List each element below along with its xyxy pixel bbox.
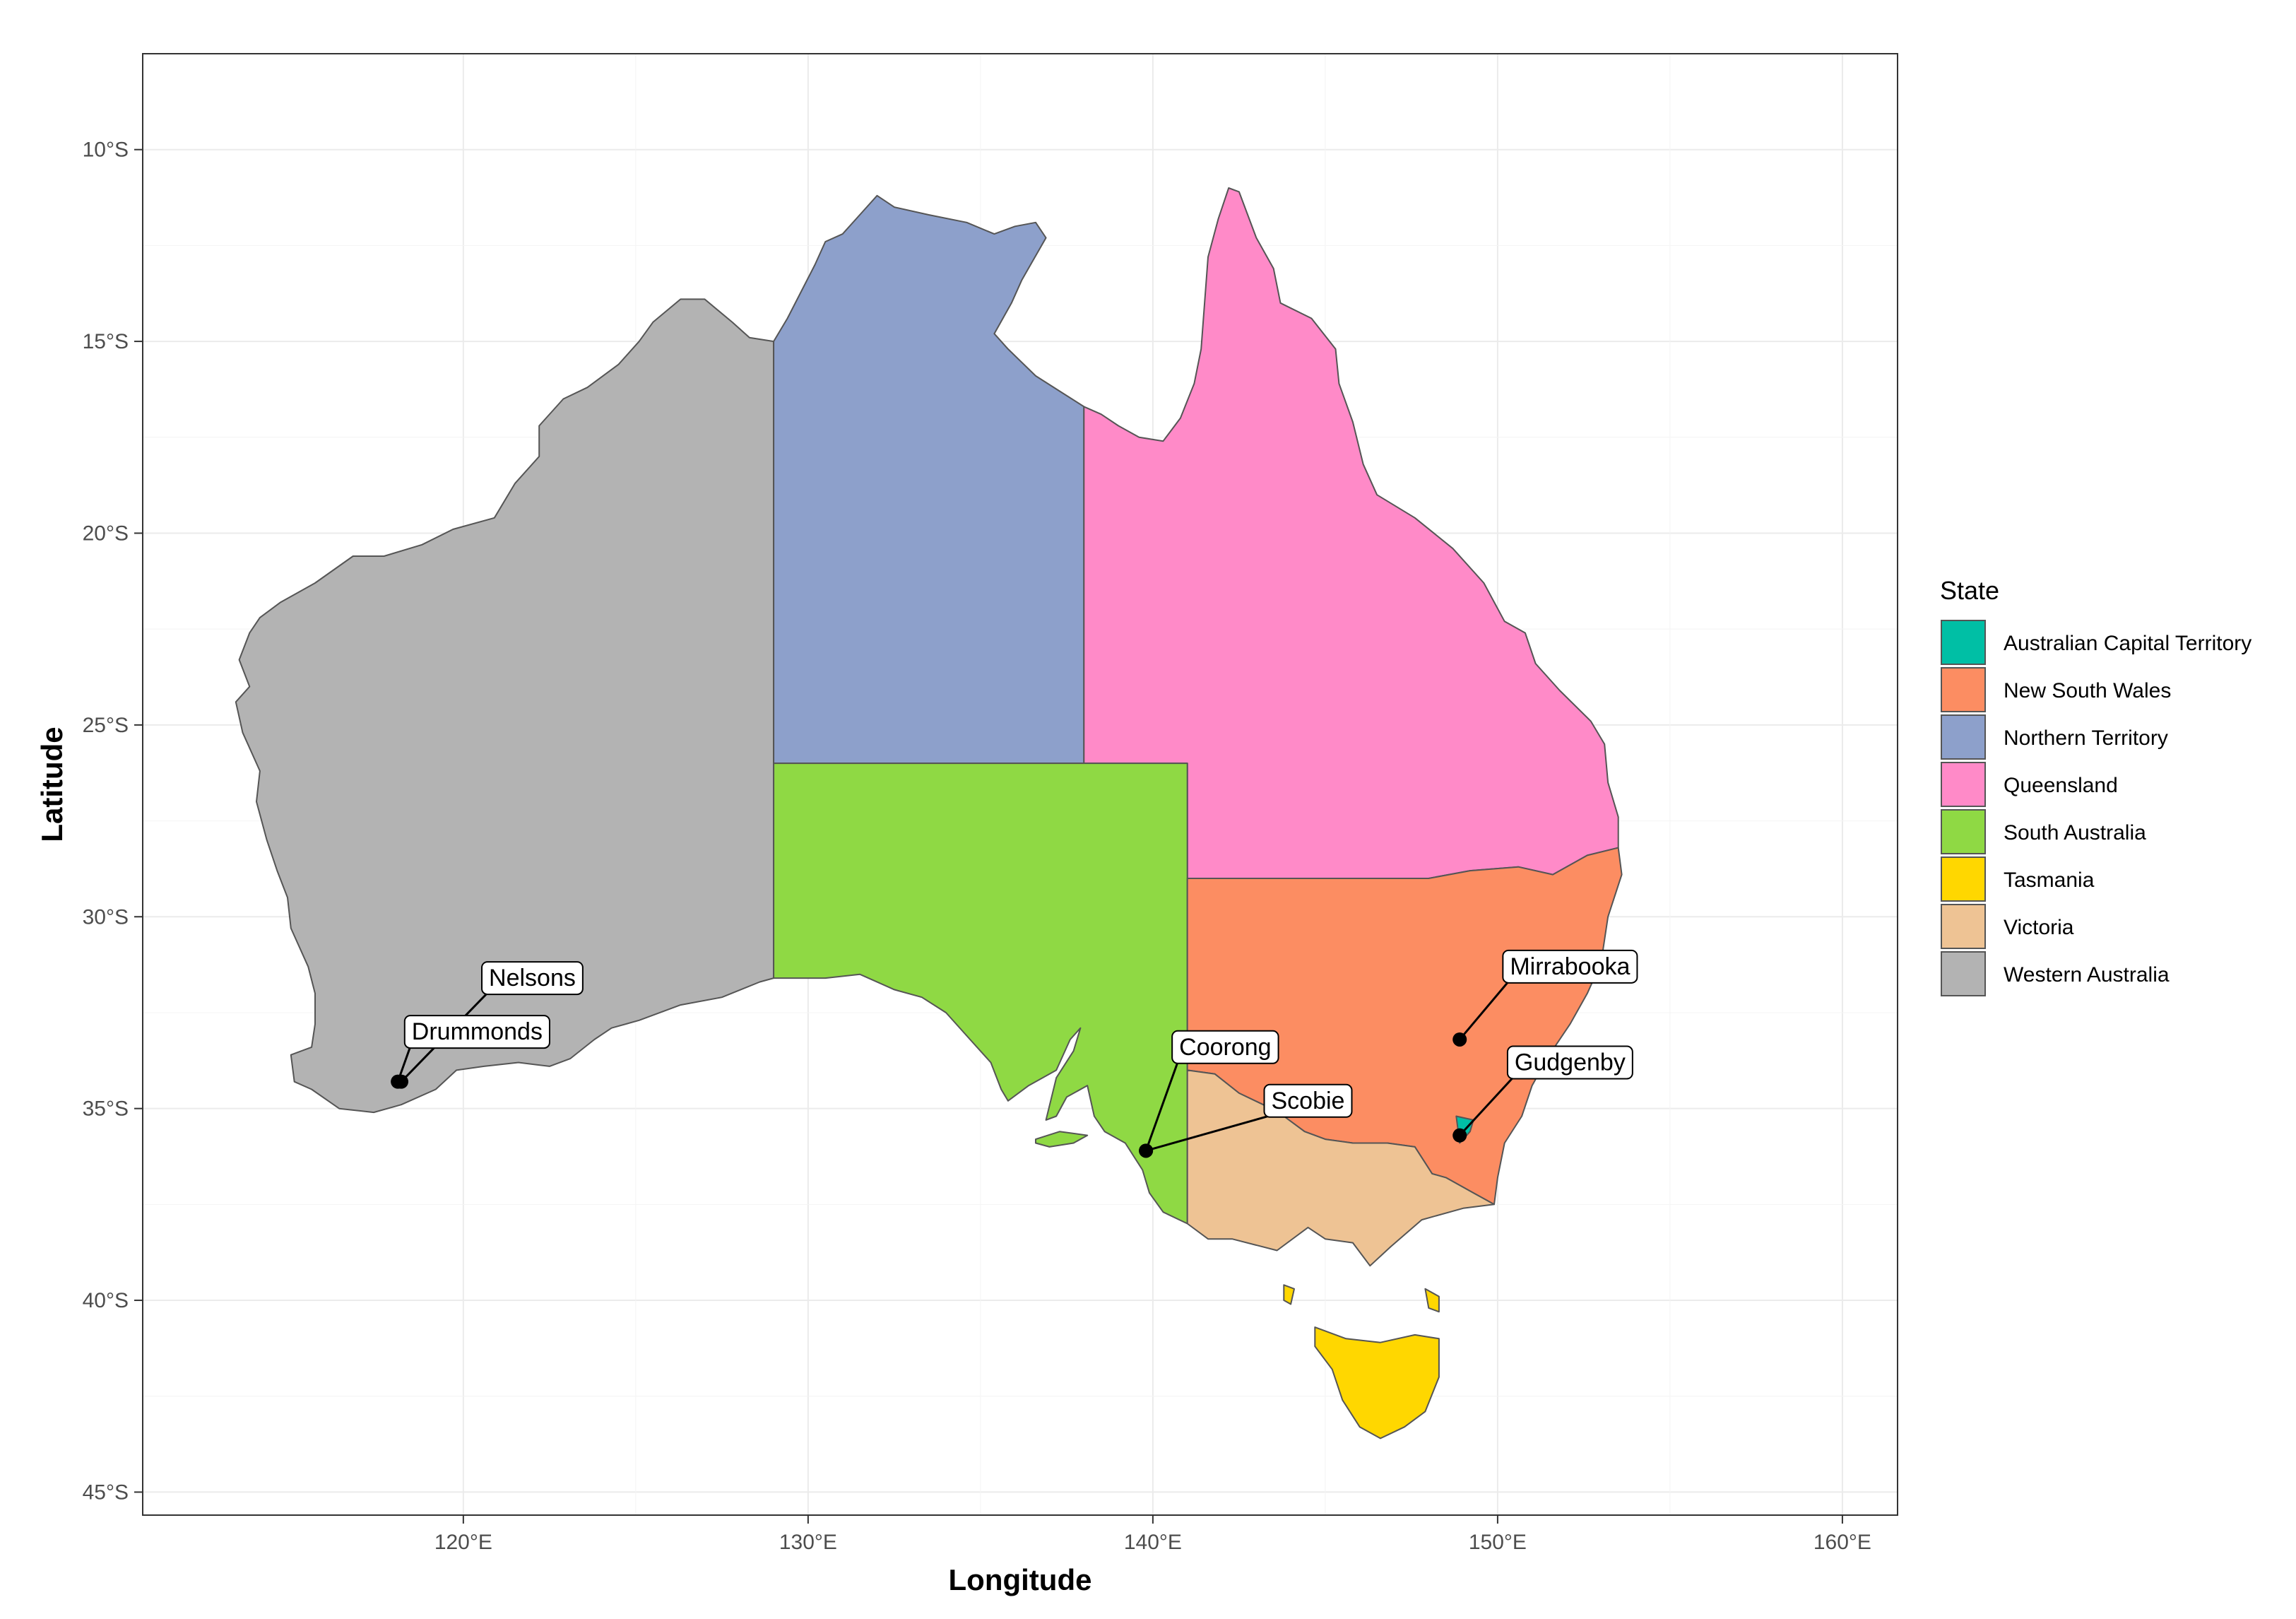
legend-item-act: Australian Capital Territory: [1941, 620, 2251, 665]
site-label: Nelsons: [489, 965, 576, 991]
site-label-box: [481, 961, 584, 996]
site-point: [1452, 1032, 1467, 1047]
legend-item-nt: Northern Territory: [1941, 714, 2168, 760]
state-tasmania-king-island: [1283, 1284, 1295, 1305]
legend-label: Australian Capital Territory: [2004, 632, 2251, 655]
legend-swatch: [1941, 667, 1986, 712]
y-tick-label: 15°S: [83, 330, 129, 353]
legend-swatch: [1941, 809, 1986, 854]
site-label: Gudgenby: [1515, 1049, 1626, 1076]
legend: State Australian Capital Territory New S…: [1940, 576, 2251, 996]
x-tick-label: 140°E: [1124, 1531, 1182, 1554]
site-point: [1452, 1128, 1467, 1143]
site-coorong: Coorong: [1139, 1030, 1279, 1158]
state-western-australia: [235, 298, 775, 1114]
legend-item-sa: South Australia: [1941, 809, 2146, 854]
site-drummonds: Drummonds: [391, 1015, 550, 1089]
site-label-box: [1502, 949, 1638, 984]
legend-item-wa: Western Australia: [1941, 951, 2170, 996]
site-nelsons: Nelsons: [394, 961, 584, 1089]
legend-swatch: [1941, 762, 1986, 807]
state-northern-territory: [773, 194, 1085, 765]
site-label: Coorong: [1179, 1034, 1271, 1061]
y-tick-label: 40°S: [83, 1289, 129, 1312]
legend-swatch: [1941, 620, 1986, 665]
legend-title: State: [1940, 576, 1999, 605]
site-point: [1139, 1143, 1154, 1158]
site-gudgenby: Gudgenby: [1452, 1045, 1633, 1143]
y-tick-label: 45°S: [83, 1480, 129, 1504]
site-label-box: [1171, 1030, 1279, 1064]
state-tasmania: [1314, 1326, 1440, 1440]
y-tick-label: 20°S: [83, 522, 129, 545]
y-tick-label: 35°S: [83, 1097, 129, 1121]
legend-item-vic: Victoria: [1941, 904, 2074, 949]
y-axis: 10°S 15°S 20°S 25°S 30°S 35°S 40°S 45°S: [83, 139, 143, 1504]
x-tick-label: 130°E: [779, 1531, 837, 1554]
x-axis: 120°E 130°E 140°E 150°E 160°E: [434, 1515, 1871, 1554]
site-annotations: Nelsons Drummonds Coorong Scobie Mirrabo…: [391, 949, 1638, 1158]
legend-swatch: [1941, 714, 1986, 760]
y-tick-label: 30°S: [83, 905, 129, 929]
y-tick-label: 25°S: [83, 714, 129, 737]
y-axis-title: Latitude: [35, 726, 69, 842]
site-label: Scobie: [1272, 1088, 1345, 1114]
legend-label: Victoria: [2004, 916, 2074, 939]
state-sa-kangaroo-island: [1035, 1131, 1089, 1148]
site-leader-line: [1144, 1061, 1179, 1151]
legend-label: Queensland: [2004, 774, 2118, 797]
legend-label: New South Wales: [2004, 679, 2171, 702]
x-tick-label: 120°E: [434, 1531, 492, 1554]
state-victoria: [1186, 1069, 1495, 1267]
legend-item-tas: Tasmania: [1941, 856, 2095, 902]
site-label-box: [1506, 1045, 1633, 1080]
panel-border: [142, 53, 1898, 1516]
legend-label: Tasmania: [2004, 869, 2095, 892]
site-label-box: [1263, 1083, 1353, 1118]
legend-label: South Australia: [2004, 821, 2146, 844]
legend-label: Northern Territory: [2004, 726, 2168, 750]
legend-item-nsw: New South Wales: [1941, 667, 2171, 712]
site-leader-line: [1459, 1076, 1515, 1136]
site-mirrabooka: Mirrabooka: [1452, 949, 1638, 1047]
legend-swatch: [1941, 951, 1986, 996]
state-polygons: [235, 187, 1623, 1440]
legend-label: Western Australia: [2004, 963, 2170, 987]
legend-swatch: [1941, 904, 1986, 949]
state-tasmania-flinders-island: [1424, 1288, 1440, 1313]
y-tick-label: 10°S: [83, 139, 129, 162]
x-axis-title: Longitude: [949, 1563, 1092, 1596]
x-tick-label: 160°E: [1813, 1531, 1871, 1554]
legend-item-qld: Queensland: [1941, 762, 2118, 807]
site-label: Drummonds: [412, 1018, 543, 1045]
site-scobie: Scobie: [1139, 1083, 1353, 1158]
site-leader-line: [1145, 1114, 1270, 1152]
legend-swatch: [1941, 856, 1986, 902]
site-leader-line: [1459, 980, 1510, 1040]
site-point: [391, 1074, 406, 1089]
site-label: Mirrabooka: [1510, 953, 1630, 980]
state-south-australia: [773, 763, 1188, 1225]
site-label-box: [403, 1015, 550, 1049]
x-tick-label: 150°E: [1469, 1531, 1527, 1554]
